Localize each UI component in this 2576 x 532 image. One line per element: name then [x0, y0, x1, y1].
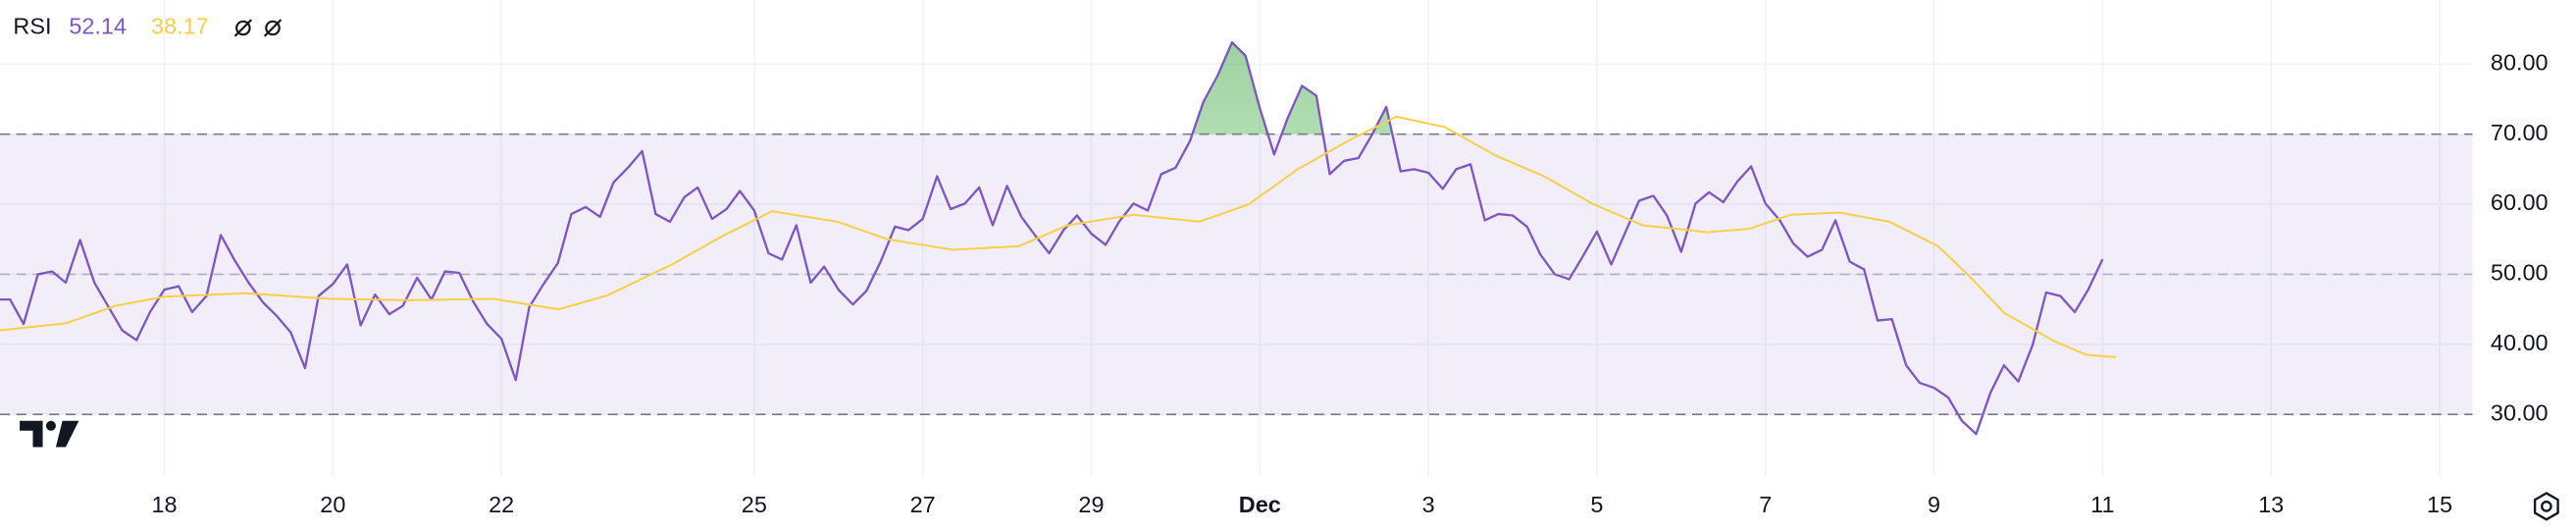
x-tick-label: 13: [2258, 492, 2284, 517]
visibility-icon[interactable]: [263, 19, 283, 37]
x-tick-label: 5: [1590, 492, 1603, 517]
x-tick-label: 15: [2427, 492, 2452, 517]
x-tick-label: 11: [2090, 492, 2114, 517]
logo: [20, 420, 79, 448]
axes: 30.00 40.00 50.00 60.00 70.00 80.00 18 20 22 25 27…: [151, 50, 2548, 518]
x-tick-label: 22: [489, 492, 514, 517]
settings-icon[interactable]: [2533, 492, 2559, 521]
legend: RSI 52.14 38.17: [13, 14, 283, 39]
y-tick-label: 70.00: [2491, 120, 2549, 145]
x-tick-label: 18: [151, 492, 177, 517]
y-tick-label: 30.00: [2491, 399, 2549, 425]
line: [0, 115, 2117, 358]
y-tick-label: 80.00: [2491, 50, 2549, 76]
x-tick-label: 7: [1759, 492, 1772, 517]
y-tick-label: 40.00: [2491, 330, 2549, 355]
x-tick-label: 25: [742, 492, 767, 517]
x-tick-label: 27: [910, 492, 936, 517]
y-tick-label: 50.00: [2491, 260, 2549, 286]
line: [0, 41, 2104, 436]
bands: [0, 133, 2473, 416]
legend-value: 38.17: [151, 14, 209, 39]
indicator-title: RSI: [13, 14, 51, 39]
lines: [0, 41, 2117, 436]
x-tick-label: 3: [1422, 492, 1435, 517]
visibility-icon[interactable]: [233, 19, 253, 37]
x-tick-label: 20: [320, 492, 345, 517]
legend-value: 52.14: [69, 14, 127, 39]
y-tick-label: 60.00: [2491, 189, 2549, 215]
x-tick-label: 9: [1928, 492, 1940, 517]
x-tick-label: 29: [1078, 492, 1104, 517]
x-tick-label: Dec: [1239, 492, 1281, 517]
